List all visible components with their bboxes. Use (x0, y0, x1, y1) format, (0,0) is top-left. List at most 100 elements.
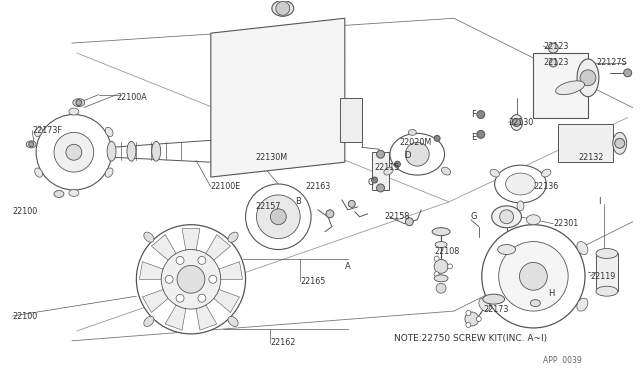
Circle shape (436, 283, 446, 293)
Ellipse shape (577, 298, 588, 311)
Circle shape (372, 177, 378, 183)
Circle shape (54, 132, 93, 172)
Polygon shape (196, 305, 217, 330)
Circle shape (246, 184, 311, 250)
Text: 22123: 22123 (543, 58, 569, 67)
Ellipse shape (105, 127, 113, 137)
Ellipse shape (384, 167, 393, 175)
Circle shape (447, 264, 452, 269)
Text: C: C (367, 177, 374, 186)
Text: 22115: 22115 (374, 163, 400, 171)
Circle shape (376, 184, 385, 192)
Ellipse shape (144, 316, 154, 327)
Ellipse shape (35, 127, 42, 137)
Circle shape (36, 115, 111, 190)
Text: B: B (295, 198, 301, 206)
Text: E: E (471, 133, 476, 142)
Circle shape (177, 265, 205, 293)
Text: 22162: 22162 (270, 338, 296, 347)
Circle shape (482, 225, 585, 328)
Circle shape (270, 209, 286, 225)
Text: 22100A: 22100A (116, 93, 147, 102)
Text: 22100E: 22100E (211, 183, 241, 192)
Circle shape (520, 262, 547, 290)
Ellipse shape (73, 99, 84, 107)
Polygon shape (206, 235, 230, 260)
Ellipse shape (69, 108, 79, 115)
Circle shape (511, 174, 531, 194)
Circle shape (465, 312, 479, 326)
Ellipse shape (390, 134, 445, 175)
Text: 22100: 22100 (12, 311, 38, 321)
Circle shape (326, 210, 334, 218)
Text: G: G (471, 212, 477, 221)
Circle shape (348, 201, 355, 207)
Text: 22123: 22123 (543, 42, 569, 51)
Circle shape (257, 195, 300, 238)
Ellipse shape (144, 232, 154, 242)
Bar (596, 253, 618, 291)
Polygon shape (165, 305, 186, 330)
Ellipse shape (612, 132, 627, 154)
Text: APP  0039: APP 0039 (543, 356, 582, 365)
Ellipse shape (272, 0, 294, 16)
Ellipse shape (105, 168, 113, 177)
Circle shape (466, 311, 471, 315)
Text: F: F (471, 110, 476, 119)
Circle shape (513, 119, 520, 126)
Polygon shape (143, 289, 168, 312)
Ellipse shape (492, 206, 522, 228)
Circle shape (434, 256, 439, 261)
Circle shape (198, 256, 206, 264)
Ellipse shape (577, 59, 599, 97)
Circle shape (66, 144, 82, 160)
Ellipse shape (408, 129, 416, 135)
Text: I: I (598, 198, 600, 206)
Ellipse shape (35, 168, 42, 177)
Text: 22132: 22132 (578, 153, 604, 162)
Text: 22108: 22108 (434, 247, 460, 256)
Ellipse shape (541, 169, 551, 177)
Circle shape (499, 241, 568, 311)
Bar (340, 98, 362, 142)
Ellipse shape (483, 294, 504, 304)
Ellipse shape (531, 299, 540, 307)
Circle shape (209, 275, 217, 283)
Circle shape (434, 272, 439, 277)
Text: 22119: 22119 (590, 272, 615, 281)
Ellipse shape (69, 189, 79, 196)
Bar (533, 53, 588, 118)
Circle shape (405, 142, 429, 166)
Text: 22130M: 22130M (255, 153, 287, 162)
Polygon shape (140, 262, 163, 279)
Circle shape (176, 256, 184, 264)
Circle shape (500, 210, 513, 224)
Circle shape (405, 218, 413, 226)
Ellipse shape (54, 190, 64, 198)
Circle shape (276, 1, 290, 15)
Ellipse shape (527, 215, 540, 225)
Ellipse shape (490, 169, 499, 177)
Ellipse shape (152, 141, 161, 161)
Ellipse shape (577, 241, 588, 254)
Bar (558, 125, 612, 162)
Ellipse shape (517, 201, 524, 211)
Circle shape (434, 135, 440, 141)
Polygon shape (152, 235, 176, 260)
Circle shape (176, 294, 184, 302)
Bar (372, 152, 390, 190)
Ellipse shape (432, 228, 450, 235)
Circle shape (376, 150, 385, 158)
Ellipse shape (596, 286, 618, 296)
Text: H: H (548, 289, 555, 298)
Ellipse shape (435, 241, 447, 247)
Circle shape (165, 275, 173, 283)
Text: 22020M: 22020M (399, 138, 431, 147)
Text: NOTE:22750 SCREW KIT(INC. A~I): NOTE:22750 SCREW KIT(INC. A~I) (394, 334, 548, 343)
Circle shape (476, 317, 481, 321)
Text: 22165: 22165 (300, 277, 326, 286)
Ellipse shape (556, 81, 584, 94)
Circle shape (477, 110, 484, 119)
Circle shape (477, 131, 484, 138)
Circle shape (198, 294, 206, 302)
